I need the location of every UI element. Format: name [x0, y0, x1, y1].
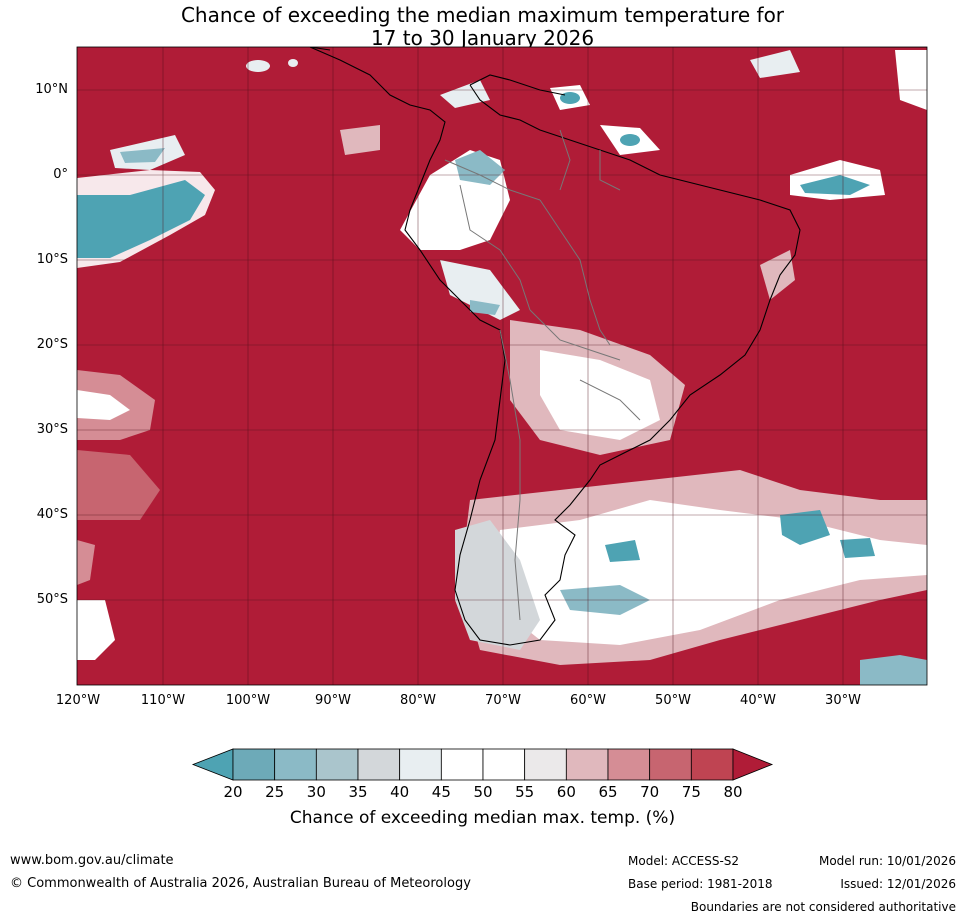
colorbar-tick-label: 75 [681, 783, 701, 801]
anomaly-patch [77, 540, 95, 585]
lon-label: 30°W [825, 693, 861, 708]
colorbar-tick-label: 70 [640, 783, 660, 801]
map-graticule [77, 47, 927, 685]
lat-label: 10°S [36, 252, 68, 267]
anomaly-patch [895, 50, 927, 110]
anomaly-patch [540, 350, 660, 440]
anomaly-patch [800, 175, 870, 195]
lat-label: 10°N [35, 82, 68, 97]
anomaly-patch [455, 520, 540, 650]
colorbar-tick-label: 60 [556, 783, 576, 801]
anomaly-patch [840, 538, 875, 558]
anomaly-patch [620, 134, 640, 146]
anomaly-patch [750, 50, 800, 78]
anomaly-patch [470, 300, 500, 315]
anomaly-patch [77, 180, 205, 258]
footer-model: Model: ACCESS-S2 [628, 854, 740, 868]
anomaly-patch [560, 92, 580, 104]
lon-label: 120°W [55, 693, 101, 708]
footer-model-run: Model run: 10/01/2026 [818, 854, 956, 868]
anomaly-patch [760, 250, 795, 300]
colorbar-tick-label: 50 [473, 783, 493, 801]
anomaly-patch [605, 540, 640, 562]
footer-disclaimer: Boundaries are not considered authoritat… [690, 900, 956, 914]
coastlines [309, 47, 927, 646]
anomaly-patch [780, 510, 830, 545]
colorbar-tick-label: 40 [390, 783, 410, 801]
lat-label: 30°S [36, 422, 68, 437]
lon-label: 80°W [400, 693, 436, 708]
colorbar-tick-label: 55 [515, 783, 535, 801]
anomaly-patch [340, 125, 380, 155]
anomaly-patch [120, 148, 165, 163]
lon-label: 50°W [655, 693, 691, 708]
colorbar-tick-label: 45 [431, 783, 451, 801]
footer-website: www.bom.gov.au/climate [10, 853, 174, 868]
anomaly-patch [246, 60, 270, 72]
anomaly-patch [77, 600, 115, 660]
lat-label: 0° [53, 167, 68, 182]
lat-label: 50°S [36, 592, 68, 607]
title-line-1: Chance of exceeding the median maximum t… [180, 3, 785, 27]
lat-label: 20°S [36, 337, 68, 352]
map-title: Chance of exceeding the median maximum t… [0, 4, 965, 50]
colorbar-title: Chance of exceeding median max. temp. (%… [289, 808, 676, 828]
map-frame [76, 46, 928, 686]
anomaly-patch [288, 59, 298, 67]
colorbar-tick-label: 65 [598, 783, 618, 801]
colorbar-tick-label: 35 [348, 783, 368, 801]
lon-label: 60°W [570, 693, 606, 708]
colorbar-tick-label: 80 [723, 783, 743, 801]
footer-issued: Issued: 12/01/2026 [840, 877, 956, 891]
lat-label: 40°S [36, 507, 68, 522]
lon-label: 110°W [140, 693, 186, 708]
colorbar-tick-label: 20 [223, 783, 243, 801]
lon-label: 40°W [740, 693, 776, 708]
anomaly-patch [440, 80, 490, 108]
anomaly-patch [860, 655, 927, 685]
footer-base-period: Base period: 1981-2018 [628, 877, 773, 891]
anomaly-patch [455, 150, 505, 185]
footer-copyright: © Commonwealth of Australia 2026, Austra… [10, 876, 471, 891]
lon-label: 90°W [315, 693, 351, 708]
country-borders [444, 129, 641, 621]
colorbar-tick-label: 25 [265, 783, 285, 801]
colorbar-tick-label: 30 [306, 783, 326, 801]
lon-label: 100°W [225, 693, 271, 708]
lon-label: 70°W [485, 693, 521, 708]
anomaly-patch [77, 450, 160, 520]
title-line-2: 17 to 30 January 2026 [370, 26, 595, 50]
anomaly-patch [77, 390, 130, 420]
